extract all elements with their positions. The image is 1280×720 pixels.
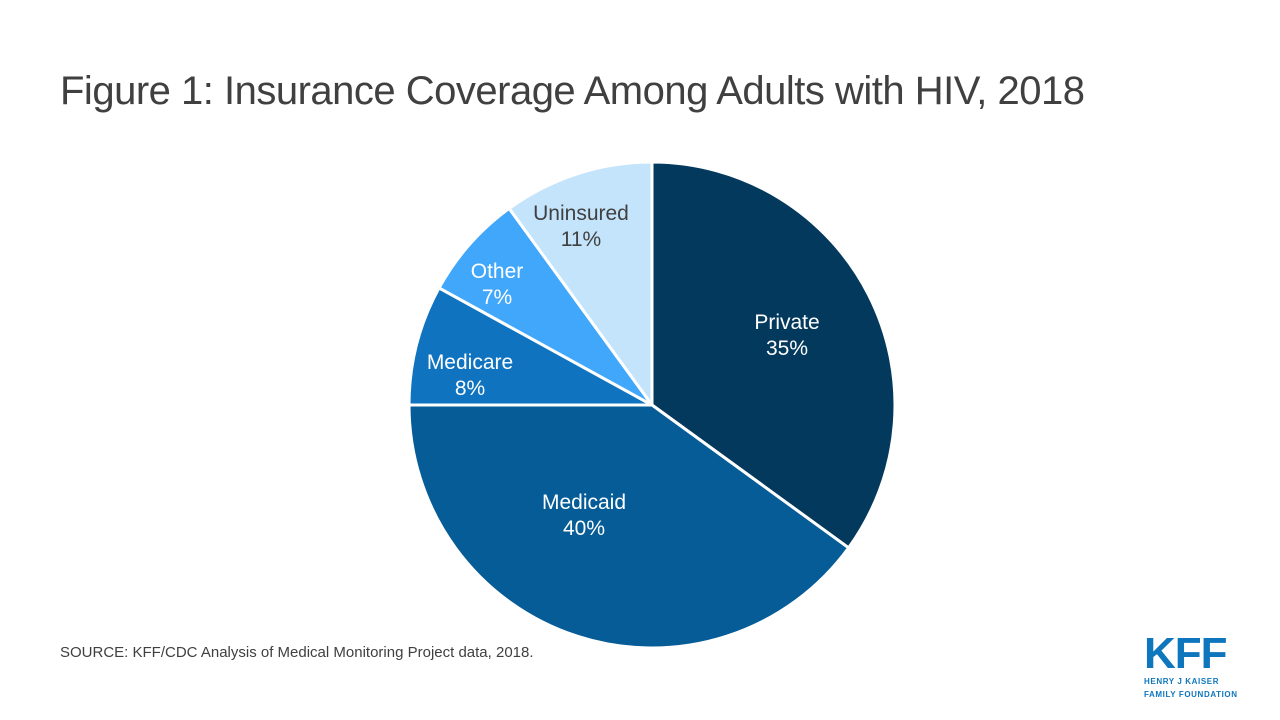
- kff-logo: KFF HENRY J KAISER FAMILY FOUNDATION: [1144, 629, 1238, 699]
- kff-logo-line1: HENRY J KAISER: [1144, 677, 1220, 686]
- source-note: SOURCE: KFF/CDC Analysis of Medical Moni…: [60, 644, 534, 661]
- pie-label-other: Other 7%: [471, 259, 524, 311]
- pie-slice-medicaid: [407, 403, 851, 650]
- kff-logo-acronym: KFF: [1144, 629, 1228, 678]
- kff-logo-line2: FAMILY FOUNDATION: [1144, 689, 1238, 699]
- pie-label-medicaid: Medicaid 40%: [542, 490, 626, 542]
- slice-name: Other: [470, 260, 524, 283]
- slice-percentage: 7%: [481, 286, 513, 309]
- slice-name: Private: [754, 311, 820, 334]
- pie-label-private: Private 35%: [754, 310, 819, 362]
- pie-slice-uninsured: [507, 160, 654, 407]
- slice-percentage: 40%: [562, 517, 606, 540]
- slice-percentage: 8%: [454, 377, 486, 400]
- figure-title: Figure 1: Insurance Coverage Among Adult…: [60, 69, 1085, 113]
- slice-name: Medicaid: [541, 491, 627, 514]
- pie-slice-medicare: [407, 286, 654, 407]
- slice-percentage: 11%: [560, 228, 602, 251]
- slice-name: Medicare: [426, 351, 514, 374]
- pie-label-uninsured: Uninsured 11%: [533, 201, 629, 253]
- slice-name: Uninsured: [533, 202, 629, 225]
- pie-slice-other: [437, 206, 654, 407]
- pie-label-medicare: Medicare 8%: [427, 350, 513, 402]
- pie-slice-private: [650, 160, 897, 550]
- slice-percentage: 35%: [765, 337, 809, 360]
